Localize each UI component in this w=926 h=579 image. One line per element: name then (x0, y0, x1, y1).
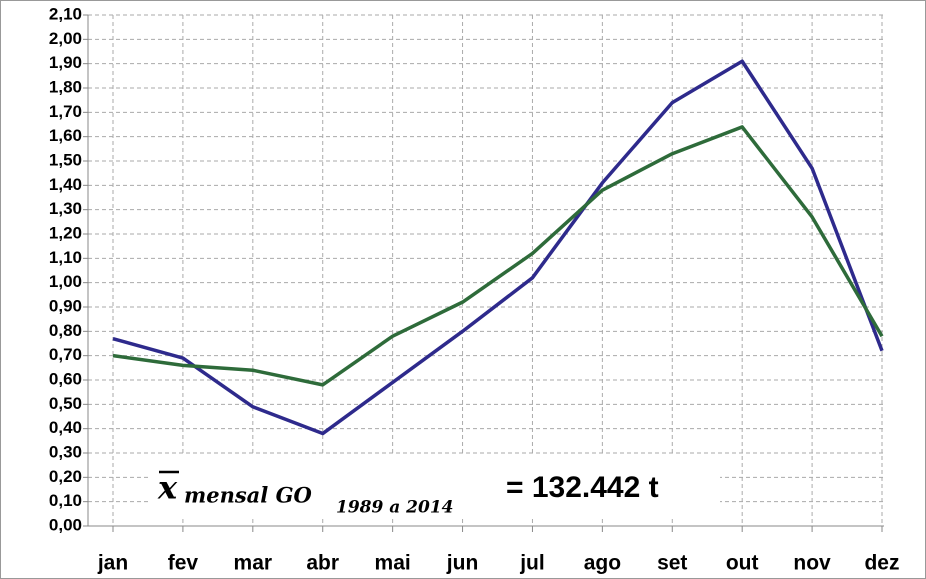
y-tick-label: 1,70 (49, 102, 82, 121)
y-tick-label: 1,20 (49, 223, 82, 242)
plot-area: 0,00 0,10 0,20 0,30 0,40 0,50 0,60 0,70 0,80 0,90… (49, 4, 900, 574)
y-tick-label: 1,10 (49, 248, 82, 267)
x-tick-label: jan (97, 552, 128, 575)
x-tick-label: ago (584, 552, 621, 575)
y-tick-label: 1,80 (49, 77, 82, 96)
y-tick-label: 0,10 (49, 491, 82, 510)
y-tick-label: 0,00 (49, 515, 82, 534)
annotation-sub-subscript: 1989 a 2014 (336, 498, 453, 518)
annotation-symbol: x (157, 469, 178, 507)
y-tick-label: 1,60 (49, 126, 82, 145)
x-tick-label: abr (306, 552, 339, 575)
y-tick-label: 1,50 (49, 150, 82, 169)
y-tick-label: 0,30 (49, 442, 82, 461)
annotation-box (150, 455, 720, 517)
x-tick-label: nov (793, 552, 831, 575)
y-tick-label: 1,00 (49, 272, 82, 291)
y-tick-label: 0,50 (49, 394, 82, 413)
y-tick-label: 1,90 (49, 53, 82, 72)
y-tick-label: 0,70 (49, 345, 82, 364)
x-tick-label: mai (375, 552, 411, 575)
y-tick-label: 0,60 (49, 369, 82, 388)
y-tick-label: 2,00 (49, 29, 82, 48)
x-tick-label: set (657, 552, 687, 575)
x-tick-label: fev (168, 552, 199, 575)
y-tick-label: 1,40 (49, 175, 82, 194)
x-tick-label: out (726, 552, 759, 575)
annotation: x mensal GO 1989 a 2014 = 132.442 t (150, 455, 720, 518)
x-tick-label: jul (519, 552, 545, 575)
y-tick-label: 1,30 (49, 199, 82, 218)
y-tick-label: 0,20 (49, 467, 82, 486)
x-tick-label: dez (864, 552, 899, 575)
x-tick-label: mar (234, 552, 273, 575)
y-tick-label: 0,40 (49, 418, 82, 437)
series-line (112, 59, 884, 436)
y-tick-label: 0,80 (49, 321, 82, 340)
annotation-value: = 132.442 t (506, 471, 659, 504)
annotation-subscript: mensal GO (184, 483, 313, 508)
y-tick-label: 0,90 (49, 296, 82, 315)
series-line (112, 125, 884, 387)
x-tick-label: jun (446, 552, 479, 575)
y-tick-label: 2,10 (49, 4, 82, 23)
